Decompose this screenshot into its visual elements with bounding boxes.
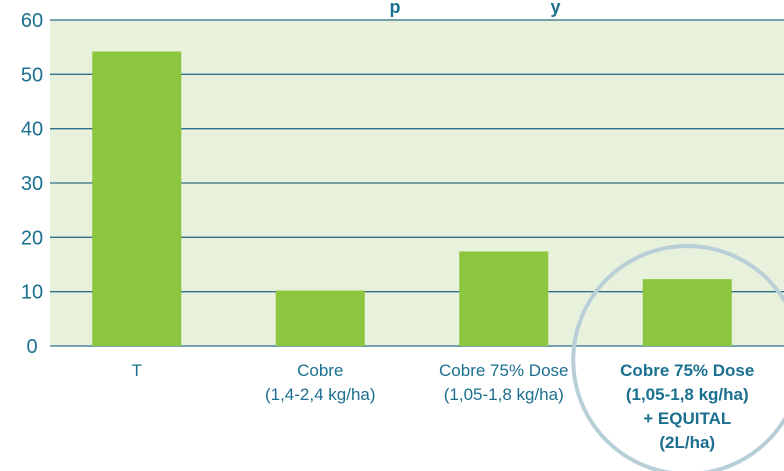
bar bbox=[92, 51, 182, 346]
bar bbox=[459, 251, 549, 346]
bars bbox=[92, 51, 732, 346]
x-tick-label: Cobre 75% Dose (1,05-1,8 kg/ha) bbox=[439, 361, 568, 404]
x-tick-label: T bbox=[132, 361, 142, 380]
x-tick-label: Cobre 75% Dose (1,05-1,8 kg/ha) + EQUITAL(… bbox=[620, 361, 754, 452]
y-axis-tick-labels: 0 10 20 30 40 50 60 bbox=[21, 10, 43, 358]
x-axis-tick-labels: T Cobre (1,4-2,4 kg/ha) Cobre 75% Dose (1,05… bbox=[132, 361, 755, 452]
y-tick-label: 20 bbox=[21, 227, 43, 249]
bar bbox=[642, 279, 732, 346]
bar bbox=[275, 290, 365, 346]
y-tick-label: 60 bbox=[21, 10, 43, 32]
chart-title-partial: p y bbox=[389, 0, 560, 17]
highlight-circle bbox=[571, 244, 784, 471]
y-tick-label: 40 bbox=[21, 119, 43, 141]
y-tick-label: 10 bbox=[21, 282, 43, 304]
x-tick-label: Cobre (1,4-2,4 kg/ha) bbox=[265, 361, 376, 404]
y-tick-label: 30 bbox=[21, 173, 43, 195]
y-tick-label: 50 bbox=[21, 64, 43, 86]
y-tick-label: 0 bbox=[26, 336, 37, 358]
